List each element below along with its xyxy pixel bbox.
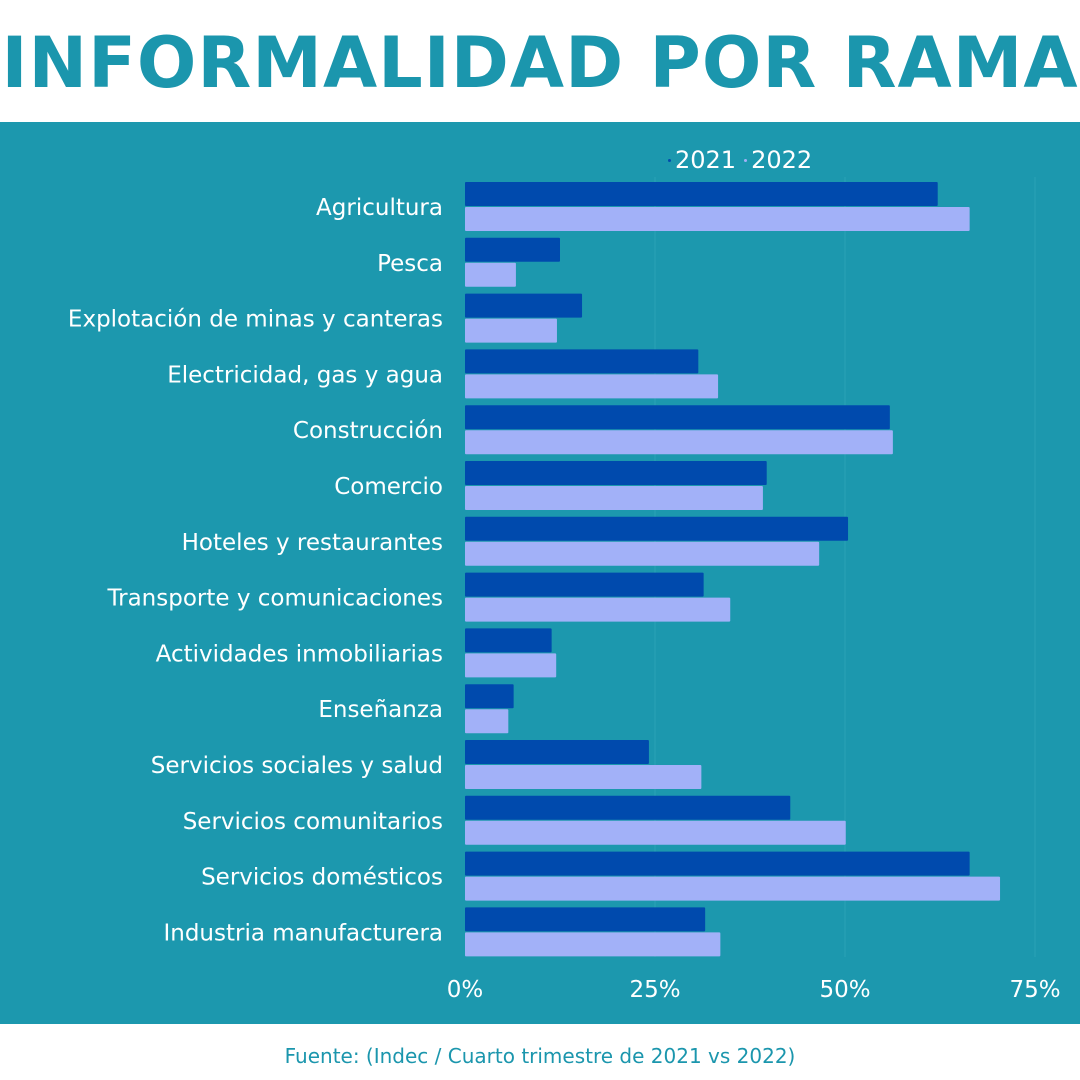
bar-2022-9 (465, 709, 509, 734)
bar-2022-6 (465, 541, 820, 566)
legend-swatch-2021 (668, 158, 671, 162)
bar-2021-10 (465, 740, 649, 764)
category-label: Servicios sociales y salud (151, 753, 443, 779)
bar-2022-3 (465, 374, 719, 399)
bar-2022-10 (465, 765, 702, 789)
bar-2021-12 (465, 851, 970, 876)
bar-2022-13 (465, 932, 721, 957)
bar-2022-0 (465, 207, 970, 231)
category-label: Comercio (334, 474, 443, 500)
category-label: Electricidad, gas y agua (167, 362, 443, 388)
page-title: INFORMALIDAD POR RAMA (1, 22, 1079, 104)
bar-2022-12 (465, 876, 1001, 901)
chart-panel: 0% 25% 50% 75% Agricultura Pesca Explotación d… (0, 122, 1080, 1024)
bar-2021-11 (465, 795, 791, 820)
bar-2021-4 (465, 405, 890, 430)
x-tick-label: 0% (447, 977, 484, 1003)
source-note: Fuente: (Indec / Cuarto trimestre de 202… (284, 1044, 796, 1068)
bar-2021-2 (465, 293, 583, 318)
x-tick-label: 25% (629, 977, 680, 1003)
x-tick-label: 50% (819, 977, 870, 1003)
category-label: Industria manufacturera (163, 920, 443, 946)
bar-2021-7 (465, 572, 704, 597)
category-label: Transporte y comunicaciones (106, 586, 443, 612)
bar-2021-3 (465, 349, 699, 374)
bar-2021-9 (465, 684, 514, 709)
bar-2021-8 (465, 628, 552, 653)
legend-swatch-2022 (744, 158, 748, 162)
bar-2022-4 (465, 430, 893, 455)
bar-chart: 0% 25% 50% 75% Agricultura Pesca Explotación d… (68, 177, 1061, 1003)
x-tick-label: 75% (1009, 977, 1060, 1003)
category-label: Enseñanza (318, 697, 443, 723)
legend: 2021 2022 (668, 146, 812, 174)
category-label: Explotación de minas y canteras (68, 307, 443, 333)
category-label: Hoteles y restaurantes (182, 530, 443, 556)
bar-2021-1 (465, 237, 560, 262)
legend-label-2022: 2022 (751, 146, 813, 174)
bar-2022-2 (465, 318, 557, 343)
category-label: Construcción (293, 418, 443, 444)
bar-2021-6 (465, 516, 849, 541)
bar-2021-0 (465, 182, 938, 206)
bar-2022-11 (465, 820, 846, 845)
category-label: Actividades inmobiliarias (156, 641, 443, 667)
bar-2022-8 (465, 653, 557, 678)
category-label: Servicios domésticos (201, 865, 443, 891)
bar-2021-5 (465, 461, 767, 485)
legend-label-2021: 2021 (675, 146, 737, 174)
category-label: Pesca (377, 251, 443, 277)
bar-2022-5 (465, 486, 763, 510)
category-label: Agricultura (316, 195, 443, 221)
bar-2022-1 (465, 262, 516, 287)
bar-2021-13 (465, 907, 706, 932)
bar-2022-7 (465, 597, 731, 622)
category-label: Servicios comunitarios (183, 809, 443, 835)
